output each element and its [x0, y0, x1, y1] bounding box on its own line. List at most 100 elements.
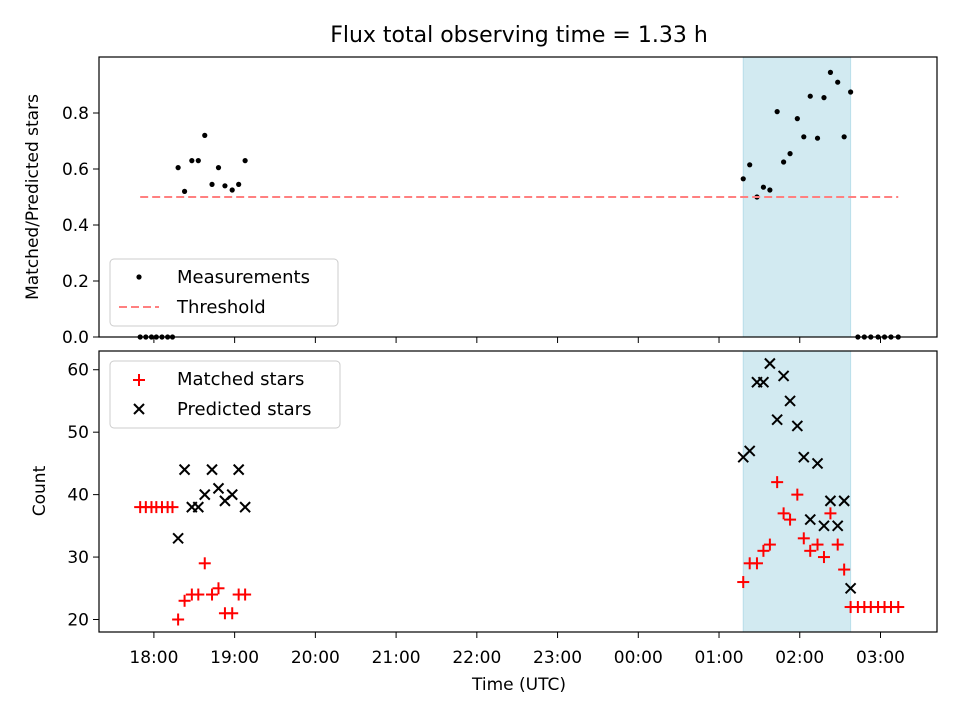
legend-measurements-label: Measurements [177, 267, 310, 288]
legend-matched-label: Matched stars [177, 369, 304, 390]
matched-stars-point [824, 507, 837, 520]
matched-stars-point [838, 563, 851, 576]
measurements-point [841, 134, 847, 140]
matched-stars-point [166, 501, 179, 514]
predicted-stars-point [192, 501, 205, 513]
measurements-point [215, 165, 222, 171]
matched-stars-point [198, 557, 211, 570]
predicted-stars-point [178, 463, 191, 476]
y-tick-label: 60 [67, 361, 89, 381]
measurements-point [242, 158, 248, 164]
matched-stars-point [737, 576, 750, 589]
predicted-stars-point [811, 457, 824, 470]
matched-stars-point [763, 538, 776, 551]
x-axis-label: Time (UTC) [471, 675, 566, 695]
matched-stars-point [178, 594, 191, 607]
legend-matched-marker [133, 374, 145, 386]
matched-stars-point [771, 476, 784, 489]
panel-bottom: 20 30 40 50 60 18:00 19:00 20:00 21:00 22:00 23:00… [30, 350, 938, 695]
legend-threshold-label: Threshold [176, 297, 266, 318]
measurements-point [827, 69, 834, 75]
legend-top-frame [109, 258, 339, 327]
predicted-stars-point [743, 445, 756, 457]
predicted-stars-point [771, 413, 783, 426]
x-tick-label: 23:00 [533, 648, 582, 668]
predicted-stars-point [757, 376, 770, 388]
x-tick-label: 00:00 [614, 648, 663, 668]
measurements-point [236, 181, 242, 187]
chart-title: Flux total observing time = 1.33 h [330, 23, 708, 48]
predicted-stars-point [239, 501, 251, 513]
y-tick-label: 0.4 [62, 216, 89, 236]
predicted-stars-point [818, 520, 830, 532]
panel-top: 0.00.20.40.60.8 Matched/Predicted stars … [23, 56, 938, 348]
matched-stars-point [192, 588, 205, 601]
matched-stars-point [777, 507, 790, 520]
y-tick-label: 0.2 [62, 272, 89, 292]
predicted-stars-point [844, 582, 857, 594]
y-tick-label: 20 [67, 611, 89, 631]
measurements-point [835, 79, 841, 85]
measurements-point [202, 132, 208, 138]
matched-stars-point [226, 607, 239, 620]
predicted-stars-point [798, 451, 810, 463]
x-tick-label: 20:00 [291, 648, 340, 668]
x-tick-label: 03:00 [856, 648, 905, 668]
measurements-point [821, 95, 827, 101]
predicted-stars-point [172, 532, 184, 545]
x-tick-label: 21:00 [372, 648, 421, 668]
matched-stars-point [797, 532, 810, 545]
measurements-point [195, 158, 201, 164]
measurements-point [222, 183, 228, 189]
matched-stars-point [831, 538, 844, 551]
y-tick-label: 0.6 [62, 160, 89, 180]
measurements-point [747, 162, 753, 168]
x-tick-label: 18:00 [129, 648, 178, 668]
y-tick-label: 30 [67, 548, 89, 568]
predicted-stars-point [777, 370, 790, 382]
predicted-stars-point [226, 488, 238, 501]
matched-stars-point [172, 613, 185, 626]
predicted-stars-point [206, 463, 218, 476]
predicted-stars-point [791, 420, 804, 432]
measurements-point [781, 159, 787, 165]
measurements-point [740, 176, 746, 182]
matched-stars-point [757, 544, 770, 557]
matched-stars-point [791, 488, 804, 501]
measurements-point [848, 89, 854, 95]
legend-predicted-label: Predicted stars [177, 399, 311, 420]
measurements-point [209, 181, 215, 187]
legend-top: Measurements Threshold [109, 258, 339, 327]
matched-stars-point [811, 538, 824, 551]
y-tick-label: 40 [67, 486, 89, 506]
predicted-stars-point [232, 463, 245, 476]
panel-top-frame [98, 56, 938, 338]
matched-stars-point [817, 551, 830, 564]
y-tick-label: 0.8 [62, 104, 89, 124]
x-tick-label: 22:00 [452, 648, 501, 668]
predicted-stars-point [824, 495, 837, 507]
measurements-point [189, 158, 195, 164]
x-tick-label: 02:00 [775, 648, 824, 668]
predicted-stars-point [804, 513, 816, 526]
measurements-point [767, 187, 773, 193]
measurements-point [229, 187, 235, 193]
panel-bottom-frame [98, 350, 938, 633]
measurements-point [787, 151, 793, 157]
measurements-point [760, 184, 767, 190]
measurements-point [181, 188, 188, 194]
predicted-stars-point [199, 488, 211, 501]
measurements-point [807, 93, 813, 99]
matched-stars-point [239, 588, 252, 601]
panel-top-ylabel: Matched/Predicted stars [23, 94, 43, 300]
predicted-stars-point [838, 495, 850, 507]
legend-measurements-marker [136, 274, 142, 280]
predicted-stars-point [831, 520, 844, 532]
predicted-stars-point [764, 357, 776, 370]
x-tick-label: 01:00 [695, 648, 744, 668]
legend-bottom: Matched stars Predicted stars [109, 360, 341, 429]
panel-bottom-ylabel: Count [30, 465, 50, 516]
predicted-stars-point [784, 395, 796, 407]
matched-stars-point [784, 513, 797, 526]
